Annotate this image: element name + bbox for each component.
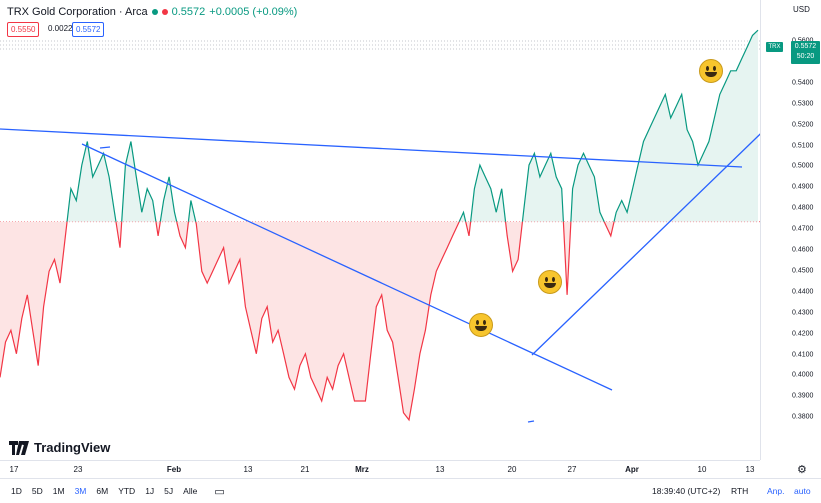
market-open-dot [151,9,158,15]
range-button-6m[interactable]: 6M [96,486,109,496]
range-button-alle[interactable]: Alle [183,486,198,496]
auto-scale-toggle[interactable]: auto [794,486,811,496]
time-tick-label: 10 [697,465,707,474]
price-tick-label: 0.5400 [792,79,814,87]
price-line-down [0,221,615,422]
price-tick-label: 0.4500 [792,267,814,275]
range-button-3m[interactable]: 3M [74,486,87,496]
current-price-value: 0.5572 [794,43,817,50]
trendline-uptrend [531,110,785,356]
time-tick-label: 13 [435,465,445,474]
range-button-1d[interactable]: 1D [11,486,22,496]
trendline-downtrend [81,143,613,391]
last-price: 0.5572 [171,6,206,18]
symbol-tag: TRX [766,42,783,52]
smiley-emoji-icon[interactable] [538,270,562,294]
time-tick-label: 27 [567,465,577,474]
buy-button[interactable]: 0.5572 [72,22,105,37]
time-tick-label: Mrz [355,465,369,474]
clock-time[interactable]: 18:39:40 (UTC+2) [652,486,721,496]
bottom-toolbar: 1D 5D 1M 3M 6M YTD 1J 5J Alle ▭ 18:39:40 (UTC+2)… [0,478,821,503]
price-tick-label: 0.4800 [792,204,814,212]
smiley-emoji-icon[interactable] [469,313,493,337]
range-button-1j[interactable]: 1J [145,486,155,496]
range-button-5d[interactable]: 5D [31,486,43,496]
area-fill-up [67,30,758,222]
price-tick-label: 0.3900 [792,392,814,400]
symbol-title[interactable]: TRX Gold Corporation · Arca [7,6,148,18]
price-tick-label: 0.5200 [792,121,814,129]
time-tick-label: 21 [300,465,310,474]
session-toggle[interactable]: RTH [731,486,749,496]
symbol-header: TRX Gold Corporation · Arca 0.5572 +0.00… [7,6,297,18]
range-button-ytd[interactable]: YTD [118,486,136,496]
spread-value: 0.0022 [48,24,73,33]
date-range-icon[interactable]: ▭ [214,485,225,498]
price-tick-label: 0.4200 [792,330,814,338]
price-tick-label: 0.4900 [792,183,814,191]
price-tick-label: 0.5100 [792,142,814,149]
price-tick-label: 0.4600 [792,246,814,254]
time-tick-label: 13 [745,465,755,474]
price-tick-label: 0.4700 [792,225,814,233]
trendline-arrow-mark [527,420,535,423]
price-tick-label: 0.4400 [792,288,814,296]
current-price-tag: 0.5572 50:20 [791,41,820,64]
price-tick-label: 0.4300 [792,309,814,317]
bar-countdown: 50:20 [796,53,815,60]
price-tick-label: 0.3800 [792,413,814,421]
alert-dot [161,9,168,15]
time-tick-label: 13 [243,465,253,474]
range-selector: 1D 5D 1M 3M 6M YTD 1J 5J Alle [6,486,202,496]
price-tick-label: 0.4100 [792,351,814,358]
currency-label[interactable]: USD [793,5,810,14]
time-tick-label: 20 [507,465,517,474]
tradingview-logo: TradingView [9,440,110,455]
time-tick-label: 23 [73,465,83,474]
trendline-resistance [0,128,743,168]
price-change: +0.0005 (+0.09%) [209,6,298,18]
tradingview-logo-icon [9,440,29,455]
price-tick-label: 0.5300 [792,100,814,108]
price-axis[interactable]: USD 0.56000.55000.54000.53000.52000.5100… [760,0,821,460]
trendline-arrow-mark [99,146,111,149]
price-line-up [66,29,759,222]
range-button-5j[interactable]: 5J [164,486,174,496]
settings-gear-icon[interactable]: ⚙ [797,464,807,476]
range-button-1m[interactable]: 1M [52,486,65,496]
logo-text: TradingView [34,440,111,455]
smiley-emoji-icon[interactable] [699,59,723,83]
sell-button[interactable]: 0.5550 [7,22,40,37]
adjust-toggle[interactable]: Anp. [767,486,785,496]
time-tick-label: Apr [625,465,639,474]
time-axis[interactable]: 17 23 Feb 13 21 Mrz 13 20 27 Apr 10 13 [0,460,760,478]
time-tick-label: Feb [166,465,182,474]
area-fill-down [0,221,758,420]
time-tick-label: 17 [9,465,19,474]
price-tick-label: 0.5000 [792,162,814,170]
price-tick-label: 0.4000 [792,371,814,379]
